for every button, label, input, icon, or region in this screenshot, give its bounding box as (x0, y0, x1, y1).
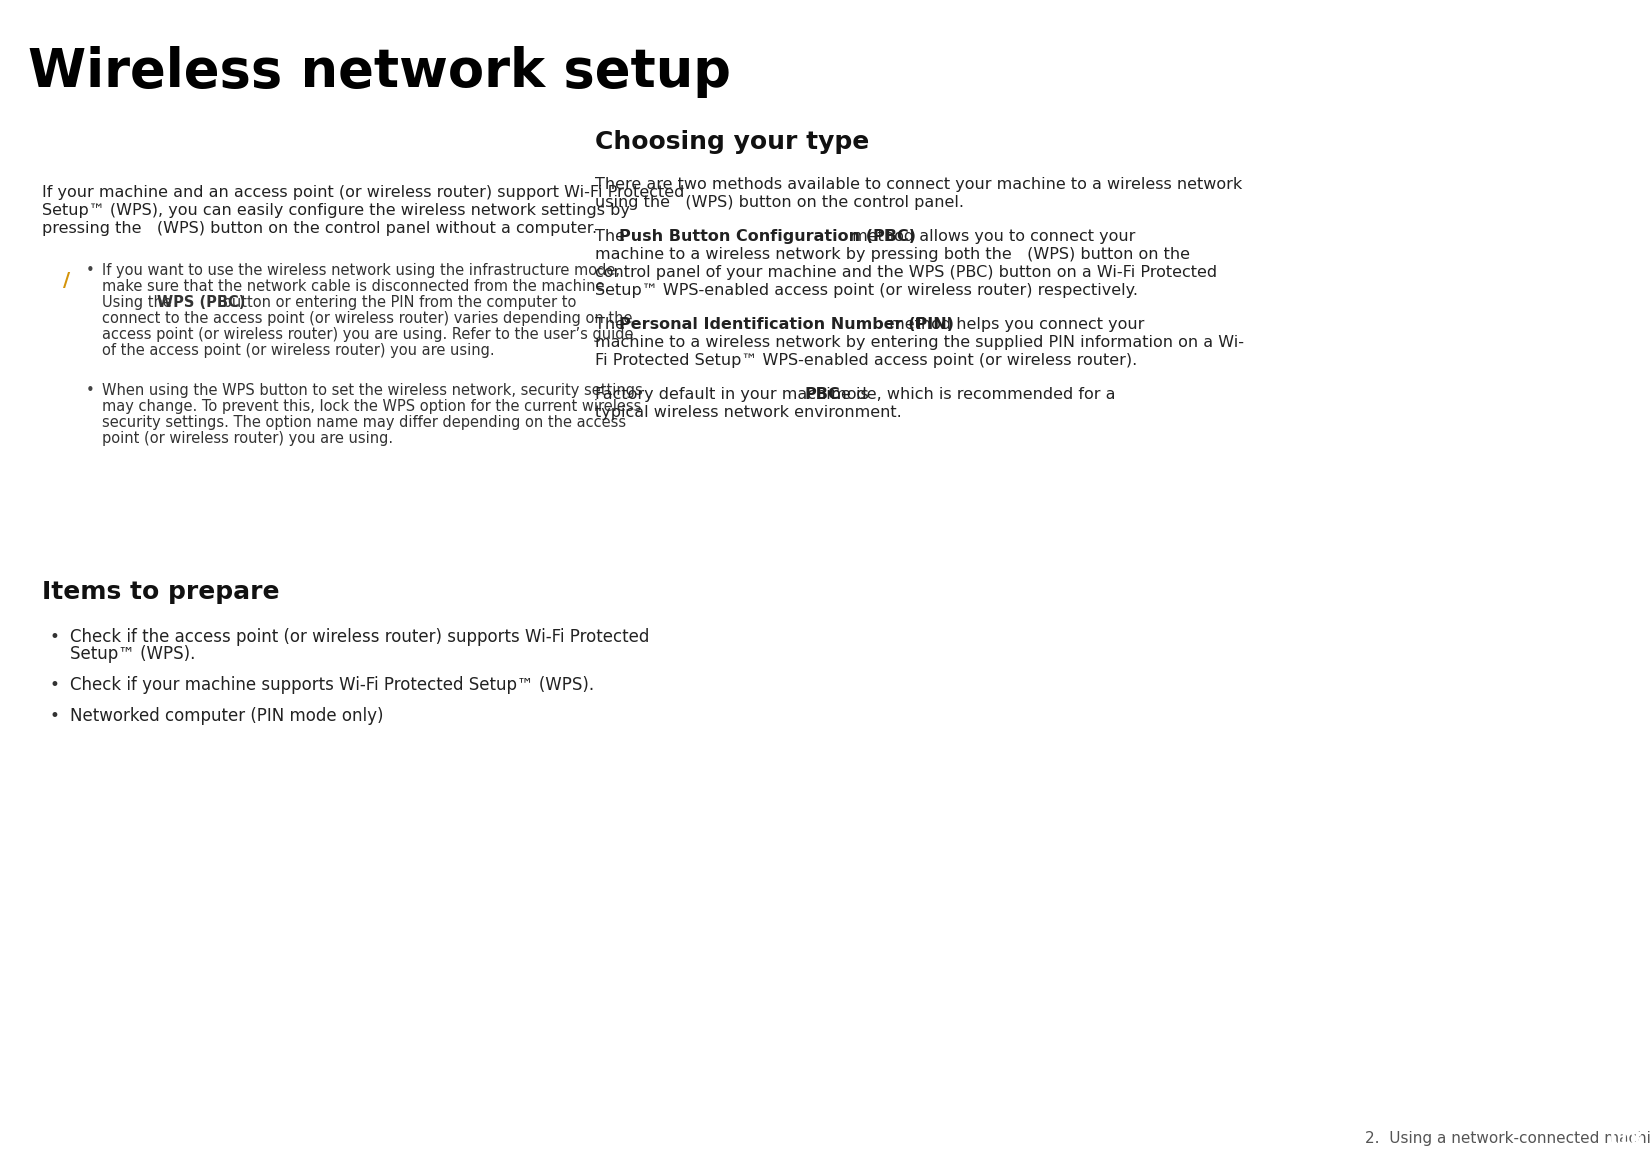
Text: 2.  Using a network-connected machine: 2. Using a network-connected machine (1365, 1131, 1650, 1146)
Text: Check if your machine supports Wi-Fi Protected Setup™ (WPS).: Check if your machine supports Wi-Fi Pro… (69, 676, 594, 694)
Text: Check if the access point (or wireless router) supports Wi-Fi Protected: Check if the access point (or wireless r… (69, 628, 650, 646)
Text: of the access point (or wireless router) you are using.: of the access point (or wireless router)… (102, 343, 495, 358)
Text: make sure that the network cable is disconnected from the machine.: make sure that the network cable is disc… (102, 279, 609, 294)
Text: Fi Protected Setup™ WPS-enabled access point (or wireless router).: Fi Protected Setup™ WPS-enabled access p… (596, 353, 1137, 368)
Text: The: The (596, 317, 630, 332)
Text: /: / (63, 271, 69, 290)
Text: •: • (50, 676, 59, 694)
Text: •: • (50, 708, 59, 725)
Text: Push Button Configuration (PBC): Push Button Configuration (PBC) (619, 229, 916, 244)
Text: using the   (WPS) button on the control panel.: using the (WPS) button on the control pa… (596, 195, 964, 210)
Text: Wireless network setup: Wireless network setup (28, 46, 731, 98)
Text: machine to a wireless network by pressing both the   (WPS) button on the: machine to a wireless network by pressin… (596, 247, 1190, 262)
Text: When using the WPS button to set the wireless network, security settings: When using the WPS button to set the wir… (102, 383, 644, 398)
Text: Factory default in your machine is: Factory default in your machine is (596, 387, 874, 402)
Text: •: • (86, 383, 94, 398)
Text: control panel of your machine and the WPS (PBC) button on a Wi-Fi Protected: control panel of your machine and the WP… (596, 265, 1218, 280)
Text: If your machine and an access point (or wireless router) support Wi-Fi Protected: If your machine and an access point (or … (41, 185, 685, 200)
Text: There are two methods available to connect your machine to a wireless network: There are two methods available to conne… (596, 177, 1242, 192)
Text: If you want to use the wireless network using the infrastructure mode,: If you want to use the wireless network … (102, 263, 620, 278)
Text: Setup™ (WPS).: Setup™ (WPS). (69, 645, 195, 664)
Text: Setup™ (WPS), you can easily configure the wireless network settings by: Setup™ (WPS), you can easily configure t… (41, 203, 630, 218)
Text: typical wireless network environment.: typical wireless network environment. (596, 405, 903, 420)
Text: Networked computer (PIN mode only): Networked computer (PIN mode only) (69, 708, 383, 725)
Text: method allows you to connect your: method allows you to connect your (846, 229, 1135, 244)
Text: point (or wireless router) you are using.: point (or wireless router) you are using… (102, 431, 393, 446)
Text: •: • (50, 628, 59, 646)
Text: security settings. The option name may differ depending on the access: security settings. The option name may d… (102, 415, 625, 430)
Text: button or entering the PIN from the computer to: button or entering the PIN from the comp… (218, 295, 576, 310)
Text: PBC: PBC (804, 387, 840, 402)
Text: Choosing your type: Choosing your type (596, 130, 870, 154)
Text: 118: 118 (1605, 1130, 1643, 1148)
Text: may change. To prevent this, lock the WPS option for the current wireless: may change. To prevent this, lock the WP… (102, 400, 642, 415)
Text: mode, which is recommended for a: mode, which is recommended for a (827, 387, 1115, 402)
Text: access point (or wireless router) you are using. Refer to the user’s guide: access point (or wireless router) you ar… (102, 327, 634, 342)
Text: pressing the   (WPS) button on the control panel without a computer.: pressing the (WPS) button on the control… (41, 221, 597, 236)
Text: Using the WPS button: Using the WPS button (56, 138, 299, 156)
Text: Personal Identification Number (PIN): Personal Identification Number (PIN) (619, 317, 954, 332)
Text: connect to the access point (or wireless router) varies depending on the: connect to the access point (or wireless… (102, 312, 632, 327)
Text: Items to prepare: Items to prepare (41, 580, 279, 604)
Text: WPS (PBC): WPS (PBC) (157, 295, 244, 310)
Text: machine to a wireless network by entering the supplied PIN information on a Wi-: machine to a wireless network by enterin… (596, 335, 1244, 350)
Text: Setup™ WPS-enabled access point (or wireless router) respectively.: Setup™ WPS-enabled access point (or wire… (596, 283, 1138, 298)
Text: The: The (596, 229, 630, 244)
Text: method helps you connect your: method helps you connect your (884, 317, 1143, 332)
Text: •: • (86, 263, 94, 278)
Text: Using the: Using the (102, 295, 177, 310)
